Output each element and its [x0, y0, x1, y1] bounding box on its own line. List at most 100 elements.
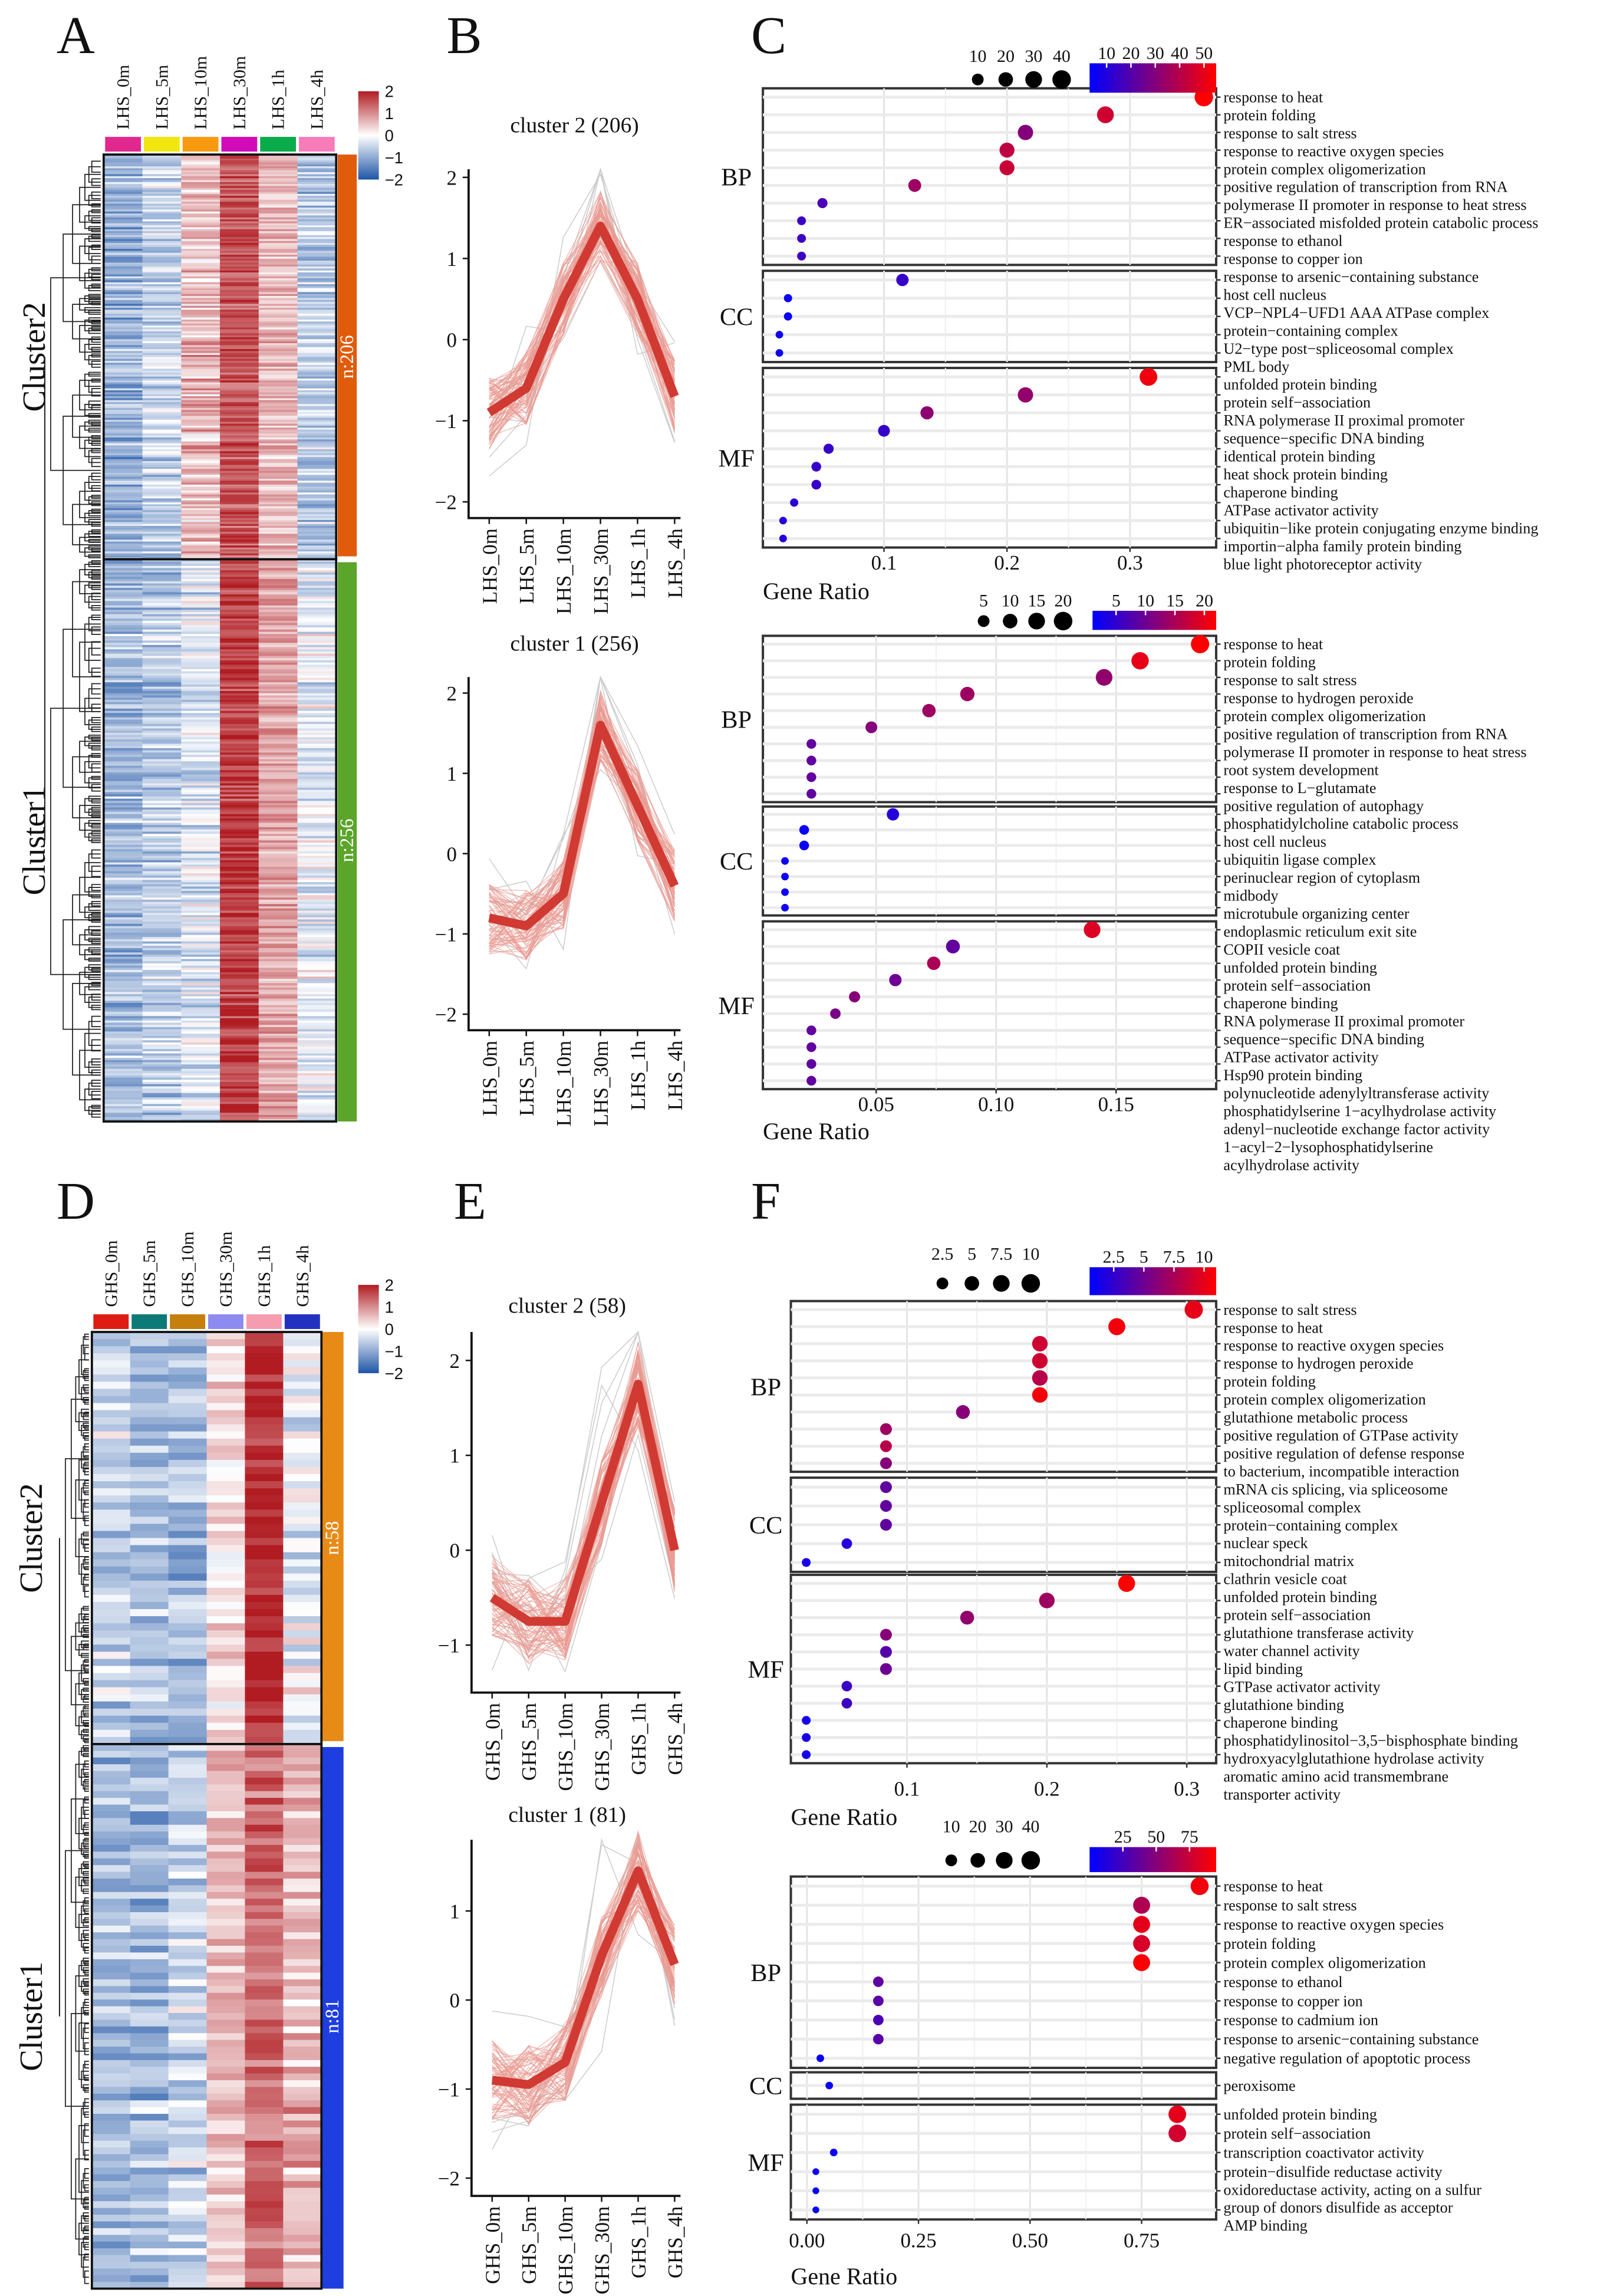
heatmap-cell	[258, 667, 298, 670]
heatmap-cell	[103, 693, 143, 696]
panel-letter-b: B	[446, 6, 482, 65]
heatmap-cell	[220, 913, 259, 916]
heatmap-cell	[258, 611, 298, 615]
heatmap-cell	[142, 372, 182, 376]
heatmap-cell	[142, 1025, 182, 1028]
term-label: glutathione binding	[1223, 1696, 1344, 1713]
heatmap-cell	[220, 343, 259, 346]
heatmap-cell	[142, 358, 182, 361]
heatmap-cell	[142, 174, 182, 177]
heatmap-cell	[91, 1992, 131, 2000]
heatmap-cell	[181, 1051, 220, 1054]
heatmap-cell	[181, 246, 220, 249]
heatmap-cell	[103, 871, 143, 874]
heatmap-cell	[220, 1029, 259, 1032]
heatmap-cell	[220, 1014, 259, 1017]
heatmap-cell	[258, 486, 298, 489]
heatmap-cell	[103, 1029, 143, 1032]
heatmap-cell	[142, 787, 182, 791]
heatmap-cell	[103, 614, 143, 617]
heatmap-cell	[103, 1014, 143, 1017]
heatmap-cell	[297, 1016, 337, 1019]
heatmap-cell	[181, 354, 220, 358]
heatmap-cell	[103, 572, 143, 575]
heatmap-cell	[103, 869, 143, 872]
heatmap-cell	[103, 469, 143, 472]
heatmap-cell	[220, 457, 259, 460]
heatmap-cell	[220, 816, 259, 819]
heatmap-cell	[297, 779, 337, 782]
column-annotation	[93, 1314, 129, 1330]
heatmap-cell	[220, 217, 259, 220]
heatmap-cell	[130, 1687, 169, 1695]
heatmap-cell	[181, 1005, 220, 1008]
term-label: Hsp90 protein binding	[1223, 1067, 1362, 1084]
heatmap-cell	[258, 1035, 298, 1039]
heatmap-cell	[168, 1892, 208, 1899]
heatmap-cell	[181, 524, 220, 527]
heatmap-cell	[220, 752, 259, 755]
term-label: response to heat	[1223, 636, 1323, 653]
heatmap-cell	[142, 835, 182, 839]
heatmap-cell	[258, 374, 298, 377]
term-dot	[802, 1733, 811, 1742]
heatmap-cell	[181, 413, 220, 417]
heatmap-cell	[91, 1865, 131, 1873]
heatmap-cell	[168, 1659, 208, 1667]
heatmap-cell	[297, 763, 337, 767]
heatmap-cell	[181, 300, 220, 302]
heatmap-cell	[103, 756, 143, 760]
heatmap-cell	[181, 267, 220, 269]
heatmap-cell	[220, 549, 259, 552]
heatmap-cell	[130, 1777, 169, 1785]
term-dot	[811, 479, 821, 490]
heatmap-cell	[220, 1042, 259, 1045]
heatmap-cell	[297, 867, 337, 870]
heatmap-cell	[258, 985, 298, 988]
heatmap-cell	[206, 2087, 246, 2094]
heatmap-cell	[181, 341, 220, 344]
heatmap-cell	[181, 647, 220, 650]
heatmap-cell	[91, 1403, 131, 1411]
heatmap-cell	[142, 335, 182, 338]
heatmap-cell	[103, 466, 143, 470]
heatmap-cell	[258, 715, 298, 718]
heatmap-cell	[220, 486, 259, 489]
heatmap-cell	[103, 568, 143, 571]
heatmap-cell	[103, 256, 143, 259]
term-dot	[1118, 1574, 1135, 1592]
heatmap-cell	[91, 1999, 131, 2007]
heatmap-cell	[91, 1559, 131, 1567]
heatmap-cell	[181, 627, 220, 630]
heatmap-cell	[130, 1771, 169, 1778]
heatmap-cell	[206, 2228, 246, 2236]
heatmap-cell	[142, 1077, 182, 1081]
heatmap-cell	[142, 932, 182, 936]
term-label: root system development	[1223, 761, 1379, 778]
heatmap-cell	[91, 1798, 131, 1805]
heatmap-cell	[258, 528, 298, 531]
heatmap-cell	[220, 258, 259, 261]
heatmap-cell	[297, 298, 337, 301]
heatmap-cell	[258, 877, 298, 881]
heatmap-cell	[181, 466, 220, 470]
heatmap-cell	[258, 693, 298, 696]
heatmap-cell	[91, 1332, 131, 1340]
heatmap-cell	[297, 737, 337, 740]
heatmap-cell	[181, 906, 220, 909]
heatmap-cell	[103, 653, 143, 657]
heatmap-cell	[258, 154, 298, 157]
heatmap-cell	[297, 1055, 337, 1058]
heatmap-cell	[91, 2107, 131, 2114]
heatmap-cell	[168, 1959, 208, 1966]
heatmap-cell	[258, 447, 298, 450]
heatmap-cell	[297, 354, 337, 358]
heatmap-cell	[297, 680, 337, 683]
heatmap-cell	[103, 834, 143, 837]
heatmap-cell	[130, 1346, 169, 1354]
heatmap-cell	[103, 308, 143, 311]
column-annotation	[131, 1314, 167, 1330]
heatmap-cell	[142, 168, 182, 171]
heatmap-cell	[297, 465, 337, 468]
heatmap-cell	[206, 1410, 246, 1418]
